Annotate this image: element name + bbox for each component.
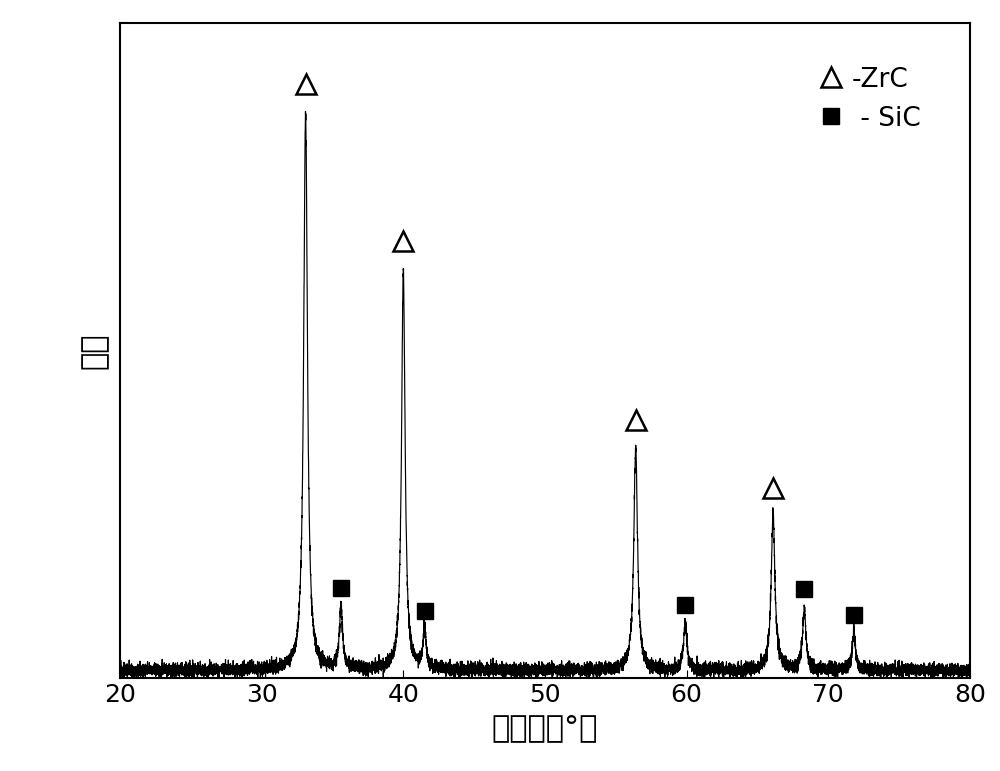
Y-axis label: 强度: 强度 — [80, 332, 109, 369]
Legend: -ZrC,  - SiC: -ZrC, - SiC — [810, 56, 931, 143]
X-axis label: 衍射角（°）: 衍射角（°） — [492, 713, 598, 742]
